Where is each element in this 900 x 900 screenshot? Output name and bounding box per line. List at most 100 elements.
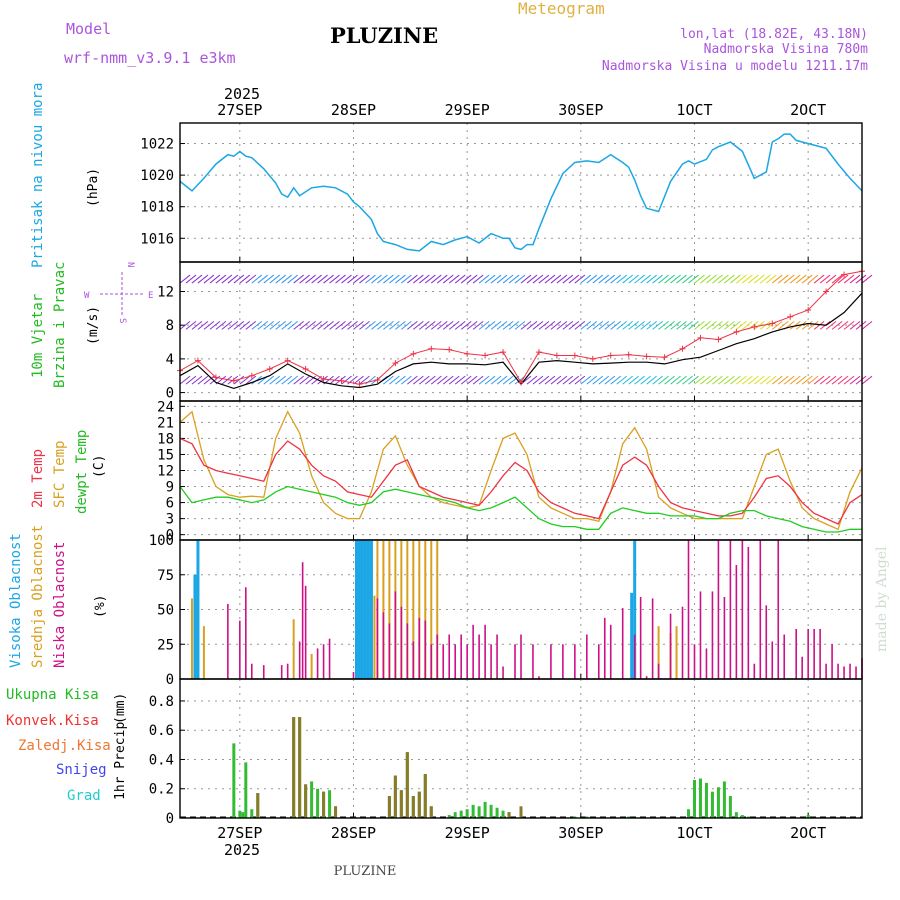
wind-barb [197,274,209,284]
wind-barb [353,274,364,284]
cloud-bar-mid [436,540,439,679]
cloud-bar-low [322,644,325,679]
wind-barb [628,375,639,385]
wind-barb [658,274,669,284]
precip-bar-total [471,804,475,818]
precip-bar-convective [322,791,326,818]
wind-barb [777,321,789,330]
wind-barb [765,375,777,385]
wind-barb [275,375,287,385]
wind-barb [724,375,735,385]
cloud-bar-mid [382,540,385,679]
wind-barb [263,375,275,385]
wind-barb [759,375,771,385]
wind-barb [311,321,322,330]
wind-barb [287,321,298,330]
gust-marker [338,377,345,384]
wind-barb [281,274,293,284]
wind-barb [275,321,287,330]
wind-barb [789,375,801,385]
wind-barb [586,274,598,284]
model-name: wrf-nmm_v3.9.1 e3km [64,49,236,67]
wind-barb [658,375,669,385]
wind-barb [257,274,269,284]
precip-bar-convective [423,774,427,818]
wind-barb [287,375,298,385]
cloud-bar-low [250,663,253,679]
wind-barb [305,321,316,330]
wind-barb [646,321,657,330]
wind-barb [335,375,346,385]
wind-barb [622,321,634,330]
cloud-bar-low [681,606,684,679]
wind-barb [610,375,622,385]
wind-barb [562,274,574,284]
cloud-bar-low [442,644,445,679]
top-day-label: 27SEP [217,101,262,119]
y-tick-label: 25 [157,637,174,653]
cloud-bar-mid [412,540,415,679]
cloud-bar-low [286,663,289,679]
wind-barb [837,321,849,330]
wind-barb [466,375,478,385]
wind-barb [413,274,424,284]
wind-barb [861,274,873,284]
cloud-bar-low [304,585,307,679]
wind-barb [448,321,460,330]
wind-barb [556,375,568,385]
wind-barb [389,375,400,385]
wind-barb [418,321,430,330]
cloud-bar-mid [657,626,660,679]
precip-bar-total [465,809,469,818]
wind-barb [532,375,544,385]
wind-barb [622,375,634,385]
precip-bar-convective [393,775,397,818]
wind-barb [197,375,209,385]
cloud-bar-low [382,612,385,679]
wind-barb [754,274,765,284]
wind-barb [454,321,466,330]
cloud-bar-low [466,644,468,679]
wind-barb [801,375,813,385]
model-label: Model [66,20,111,38]
wind-barb [472,321,484,330]
precip-bar-total [477,806,481,818]
cloud-bar-low [747,546,750,679]
precip-bar-total [250,809,254,818]
wind-barb [263,274,275,284]
wind-barb [359,274,370,284]
gust-marker [607,352,614,359]
y-tick-label: 50 [157,603,174,619]
wind-barb [532,274,544,284]
wind-barb [341,274,352,284]
wind-barb [299,375,310,385]
wind-barb [341,321,352,330]
cloud-bar-low [795,628,797,679]
wind-barb [580,321,592,330]
wind-barb [676,321,687,330]
wind-barb [574,274,586,284]
wind-barb [418,375,430,385]
panel-pressure: 1016 1018 1020 1022 [140,122,863,263]
clouds-marks [190,540,863,679]
precip-bar-total [687,809,691,818]
wind-barb [736,321,747,330]
bottom-day-label: 1OCT [676,824,712,842]
wind-barb [287,274,298,284]
wind-barb [424,321,436,330]
wind-barb [335,274,346,284]
wind-barb [281,321,293,330]
gust-marker [625,351,632,358]
wind-barb [777,375,789,385]
wind-barb [718,321,729,330]
precip-bar-total [627,816,631,818]
cloud-bar-low [406,623,409,679]
wind-barb [688,274,699,284]
cloud-bar-low [813,628,815,679]
cloud-bar-low [376,598,379,679]
precip-bar-convective [387,796,391,818]
wind-barb [221,274,233,284]
wind-barb [251,274,263,284]
compass-cross [100,272,144,316]
bottom-year-label: 2025 [224,841,260,859]
